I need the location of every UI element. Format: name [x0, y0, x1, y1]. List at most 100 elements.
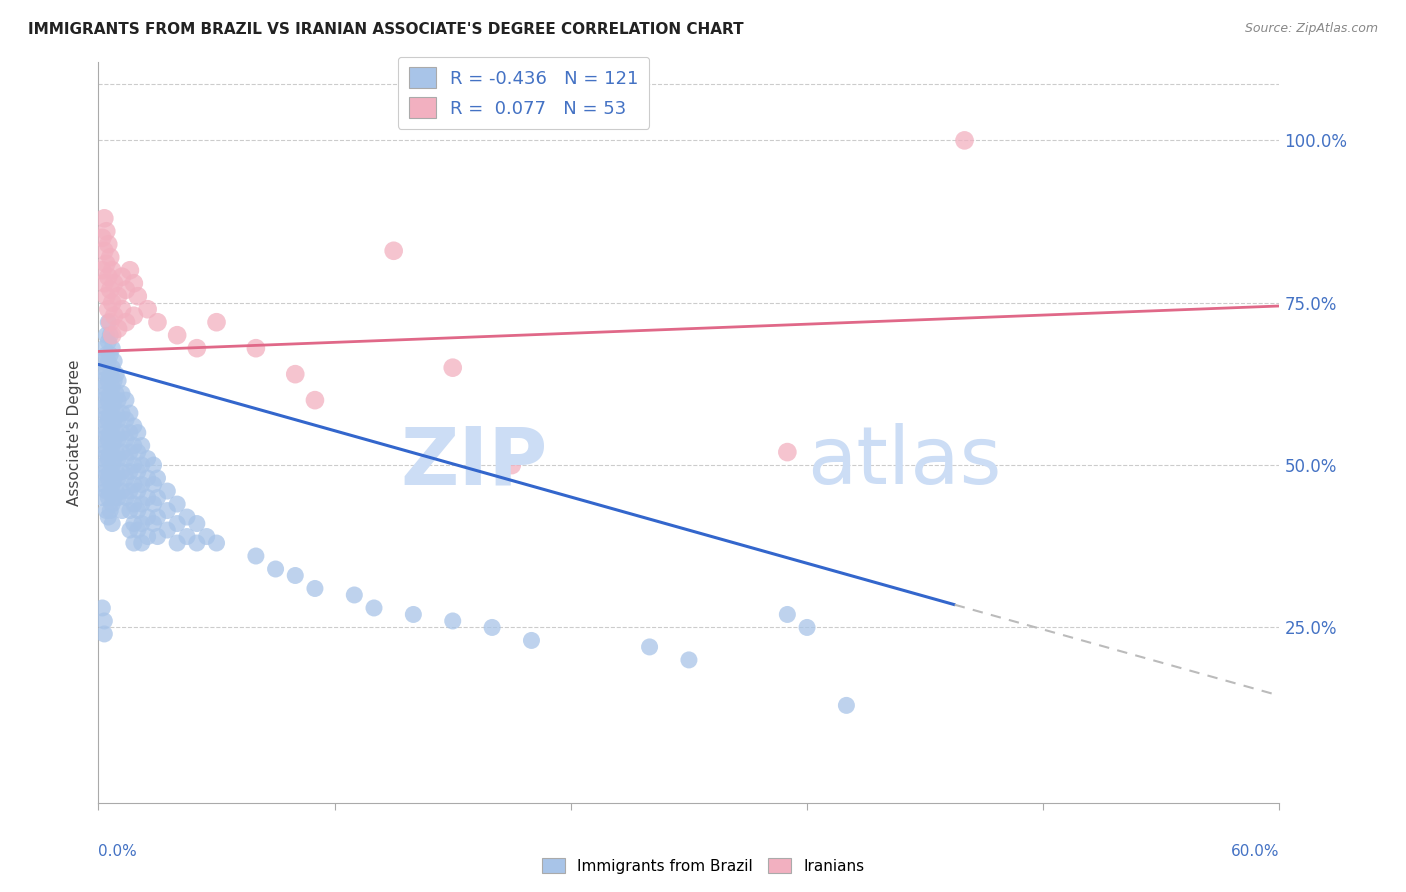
Point — [93, 400, 115, 414]
Point — [98, 386, 121, 401]
Point — [103, 471, 125, 485]
Point — [176, 510, 198, 524]
Point — [103, 432, 125, 446]
Point — [122, 439, 145, 453]
Point — [176, 529, 198, 543]
Point — [96, 465, 118, 479]
Point — [107, 412, 129, 426]
Point — [127, 289, 149, 303]
Point — [146, 471, 169, 485]
Point — [98, 315, 121, 329]
Point — [166, 497, 188, 511]
Point — [91, 432, 114, 446]
Point — [186, 516, 208, 531]
Point — [776, 445, 799, 459]
Point — [118, 406, 141, 420]
Point — [156, 503, 179, 517]
Point — [96, 289, 118, 303]
Point — [111, 302, 134, 317]
Point — [96, 367, 118, 381]
Point — [142, 458, 165, 472]
Point — [101, 380, 124, 394]
Legend: Immigrants from Brazil, Iranians: Immigrants from Brazil, Iranians — [536, 852, 870, 880]
Point — [520, 633, 543, 648]
Point — [136, 302, 159, 317]
Point — [103, 491, 125, 505]
Point — [103, 309, 125, 323]
Point — [96, 425, 118, 440]
Text: atlas: atlas — [807, 423, 1001, 501]
Point — [115, 432, 138, 446]
Point — [115, 315, 138, 329]
Point — [98, 250, 121, 264]
Point — [96, 484, 118, 499]
Text: IMMIGRANTS FROM BRAZIL VS IRANIAN ASSOCIATE'S DEGREE CORRELATION CHART: IMMIGRANTS FROM BRAZIL VS IRANIAN ASSOCI… — [28, 22, 744, 37]
Point — [284, 367, 307, 381]
Point — [93, 360, 115, 375]
Point — [93, 211, 115, 226]
Point — [118, 445, 141, 459]
Point — [122, 497, 145, 511]
Point — [97, 354, 120, 368]
Text: 0.0%: 0.0% — [98, 844, 138, 858]
Point — [97, 269, 120, 284]
Point — [118, 484, 141, 499]
Point — [136, 529, 159, 543]
Point — [107, 451, 129, 466]
Point — [111, 503, 134, 517]
Point — [93, 277, 115, 291]
Point — [245, 549, 267, 563]
Point — [98, 406, 121, 420]
Point — [111, 386, 134, 401]
Point — [98, 328, 121, 343]
Point — [156, 523, 179, 537]
Point — [142, 477, 165, 491]
Point — [107, 432, 129, 446]
Point — [101, 341, 124, 355]
Point — [98, 348, 121, 362]
Point — [481, 620, 503, 634]
Point — [101, 419, 124, 434]
Point — [146, 491, 169, 505]
Point — [638, 640, 661, 654]
Point — [402, 607, 425, 622]
Point — [127, 523, 149, 537]
Point — [122, 477, 145, 491]
Point — [96, 328, 118, 343]
Point — [136, 510, 159, 524]
Point — [136, 451, 159, 466]
Point — [131, 497, 153, 511]
Point — [103, 451, 125, 466]
Point — [796, 620, 818, 634]
Point — [127, 503, 149, 517]
Point — [93, 380, 115, 394]
Point — [97, 432, 120, 446]
Point — [93, 341, 115, 355]
Point — [122, 458, 145, 472]
Point — [111, 406, 134, 420]
Point — [105, 367, 128, 381]
Point — [101, 263, 124, 277]
Point — [131, 439, 153, 453]
Point — [122, 516, 145, 531]
Point — [103, 354, 125, 368]
Point — [98, 425, 121, 440]
Point — [101, 400, 124, 414]
Point — [382, 244, 405, 258]
Point — [205, 536, 228, 550]
Y-axis label: Associate's Degree: Associate's Degree — [67, 359, 83, 506]
Point — [115, 471, 138, 485]
Point — [343, 588, 366, 602]
Point — [115, 491, 138, 505]
Point — [118, 425, 141, 440]
Point — [131, 458, 153, 472]
Point — [101, 360, 124, 375]
Text: Source: ZipAtlas.com: Source: ZipAtlas.com — [1244, 22, 1378, 36]
Point — [107, 322, 129, 336]
Point — [96, 348, 118, 362]
Point — [115, 393, 138, 408]
Point — [93, 477, 115, 491]
Point — [91, 601, 114, 615]
Point — [111, 445, 134, 459]
Point — [111, 484, 134, 499]
